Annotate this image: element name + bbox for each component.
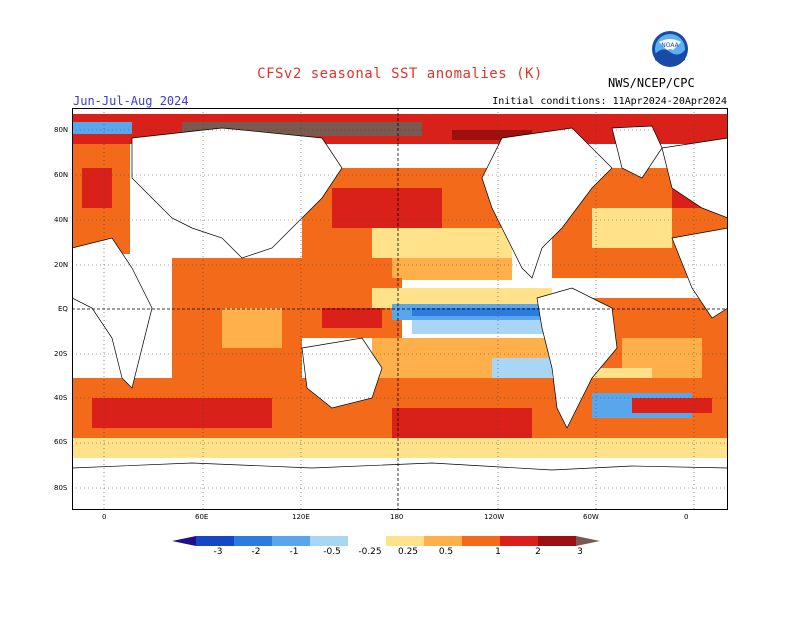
season-label: Jun-Jul-Aug 2024 [73,94,189,108]
map-title: CFSv2 seasonal SST anomalies (K) [257,66,543,82]
colorbar-swatch [196,536,234,546]
lat-label: 40S [54,394,68,402]
lat-label: 20N [54,261,69,269]
colorbar-label: 0.25 [397,547,419,557]
colorbar-label: 2 [535,547,541,557]
lon-label: 60E [195,513,209,521]
land-masses [72,125,728,510]
colorbar-label: 1 [495,547,501,557]
lon-label: 0 [684,513,689,521]
lon-label: 120E [292,513,310,521]
lon-label: 120W [484,513,505,521]
lat-label: 40N [54,216,69,224]
colorbar [172,536,600,546]
colorbar-arrow-left [172,536,196,546]
noaa-logo: NOAA [652,31,688,67]
lon-label: 0 [102,513,107,521]
colorbar-swatch [500,536,538,546]
lon-label: 60W [583,513,599,521]
lat-label: 60N [54,171,69,179]
colorbar-swatch [310,536,348,546]
colorbar-arrow-right [576,536,600,546]
lat-label: 80S [54,484,68,492]
anomaly-field [72,114,728,458]
colorbar-swatch [538,536,576,546]
lat-label: 60S [54,438,68,446]
noaa-logo-text: NOAA [661,42,679,49]
colorbar-labels: -3 -2 -1 -0.5 -0.25 0.25 0.5 1 2 3 [0,547,800,561]
colorbar-swatch [348,536,386,546]
initial-conditions-label: Initial conditions: 11Apr2024-20Apr2024 [492,96,727,107]
colorbar-swatch [234,536,272,546]
colorbar-swatch [462,536,500,546]
lat-label: EQ [58,305,68,313]
lon-label: 180 [390,513,404,521]
colorbar-label: -0.25 [358,547,382,557]
colorbar-label: 0.5 [438,547,454,557]
colorbar-swatch [272,536,310,546]
lat-label: 20S [54,350,68,358]
lat-label: 80N [54,126,69,134]
colorbar-swatch [386,536,424,546]
agency-label: NWS/NCEP/CPC [608,76,695,90]
colorbar-swatch [424,536,462,546]
colorbar-label: 3 [577,547,583,557]
colorbar-label: -2 [251,547,261,557]
colorbar-label: -1 [289,547,299,557]
sst-anomaly-map [72,108,728,510]
colorbar-label: -3 [213,547,223,557]
colorbar-label: -0.5 [323,547,341,557]
